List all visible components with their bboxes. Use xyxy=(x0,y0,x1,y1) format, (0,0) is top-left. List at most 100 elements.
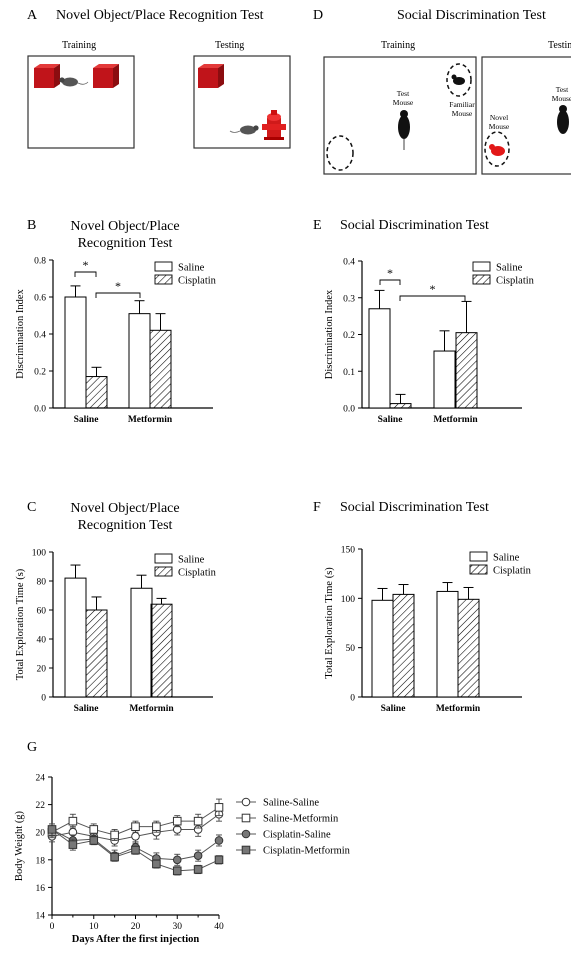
legend-label-c: Cisplatin xyxy=(178,568,217,579)
y-tick-label-c: 20 xyxy=(37,665,47,675)
y-tick-label-g: 24 xyxy=(36,774,46,784)
panel-d-letter: D xyxy=(313,8,324,23)
bar-c-saline-saline xyxy=(64,577,87,698)
point-cisplatin-metformin xyxy=(193,865,203,874)
point-cisplatin-metformin xyxy=(47,825,57,834)
legend-swatch-b xyxy=(154,274,173,285)
y-tick-label-e: 0.1 xyxy=(343,368,355,378)
y-axis-label-e: Discrimination Index xyxy=(324,289,335,379)
x-tick-label-e: Saline xyxy=(378,415,403,425)
legend-label-e: Saline xyxy=(496,263,523,274)
legend-label-f: Saline xyxy=(493,553,520,564)
y-tick-label-g: 22 xyxy=(36,801,46,811)
x-tick-label-f: Metformin xyxy=(436,704,481,714)
x-tick-label-g: 0 xyxy=(50,922,55,932)
point-cisplatin-saline xyxy=(214,836,224,845)
y-tick-label-c: 100 xyxy=(32,549,47,559)
legend-marker-cisplatin-saline xyxy=(241,829,251,839)
y-tick-label-f: 0 xyxy=(350,694,355,704)
significance-star-b: * xyxy=(115,279,121,293)
legend-marker-saline-saline xyxy=(241,797,251,807)
y-tick-label-g: 20 xyxy=(36,829,46,839)
bar-c-saline-cisplatin xyxy=(85,609,108,698)
x-axis-label-g: Days After the first injection xyxy=(72,934,200,945)
novel-cage-circle xyxy=(484,131,510,167)
significance-star-e: * xyxy=(430,282,436,296)
legend-marker-cisplatin-metformin xyxy=(241,845,251,855)
y-tick-label-c: 40 xyxy=(37,636,47,646)
bar-b-metformin-cisplatin xyxy=(149,329,172,409)
x-tick-label-c: Saline xyxy=(74,704,99,714)
novel-mouse-icon xyxy=(489,144,505,156)
familiar-mouse-icon xyxy=(451,74,465,85)
fire-hydrant-icon xyxy=(262,110,286,140)
red-cube-test xyxy=(198,64,224,88)
legend-swatch-b xyxy=(154,261,173,272)
y-tick-label-b: 0.8 xyxy=(34,257,46,267)
panel-b-title: Novel Object/Place Recognition Test xyxy=(70,219,180,251)
bar-f-saline-saline xyxy=(371,599,394,698)
legend-swatch-f xyxy=(469,551,488,562)
bar-e-saline-saline xyxy=(368,308,391,409)
bar-f-saline-cisplatin xyxy=(392,593,415,698)
chart-b: 0.0 0.2 0.4 0.6 0.8 Discrimination Index Salin… xyxy=(15,257,217,426)
legend-label-f: Cisplatin xyxy=(493,566,532,577)
point-saline-metformin xyxy=(214,803,224,812)
bar-f-metformin-saline xyxy=(436,590,459,698)
red-cube-left xyxy=(34,64,60,88)
y-tick-label-b: 0.0 xyxy=(34,405,46,415)
significance-bracket-b xyxy=(74,271,97,277)
y-tick-label-g: 16 xyxy=(36,884,46,894)
test-mouse-icon xyxy=(398,110,410,150)
significance-bracket-e xyxy=(399,295,466,301)
panel-e-letter: E xyxy=(313,218,322,233)
bar-b-saline-cisplatin xyxy=(85,376,108,409)
panel-g-letter: G xyxy=(27,740,38,755)
point-saline-saline xyxy=(131,832,140,841)
y-tick-label-c: 80 xyxy=(37,578,47,588)
test-mouse-2-icon xyxy=(557,105,569,134)
point-cisplatin-metformin xyxy=(172,866,182,876)
point-saline-metformin xyxy=(89,825,99,834)
point-saline-metformin xyxy=(152,822,161,831)
legend-label-cisplatin-metformin: Cisplatin-Metformin xyxy=(263,846,351,857)
x-tick-label-g: 20 xyxy=(131,922,141,932)
y-tick-label-g: 18 xyxy=(36,856,46,866)
y-axis-label-c: Total Exploration Time (s) xyxy=(15,568,26,680)
point-cisplatin-metformin xyxy=(152,859,161,869)
legend-swatch-c xyxy=(154,566,173,577)
legend-label-b: Cisplatin xyxy=(178,276,217,287)
panel-c-title: Novel Object/Place Recognition Test xyxy=(70,501,180,533)
y-tick-label-b: 0.6 xyxy=(34,294,46,304)
y-axis-label-b: Discrimination Index xyxy=(15,288,26,378)
point-saline-metformin xyxy=(131,822,140,831)
x-tick-label-b: Saline xyxy=(74,415,99,425)
panel-e-title: Social Discrimination Test xyxy=(340,218,489,233)
legend-marker-saline-metformin xyxy=(241,813,251,823)
sd-training-arena xyxy=(323,56,477,175)
panel-b-letter: B xyxy=(27,218,37,233)
bar-e-saline-cisplatin xyxy=(389,403,412,409)
panel-a-training-label: Training xyxy=(62,40,97,51)
legend-label-saline-saline: Saline-Saline xyxy=(263,798,319,809)
legend-label-c: Saline xyxy=(178,555,205,566)
y-axis-label-f: Total Exploration Time (s) xyxy=(324,567,335,679)
legend-swatch-f xyxy=(469,564,488,575)
legend-swatch-e xyxy=(472,261,491,272)
x-tick-label-g: 40 xyxy=(214,922,224,932)
point-saline-metformin xyxy=(68,816,78,826)
bar-f-metformin-cisplatin xyxy=(457,598,480,698)
point-cisplatin-saline xyxy=(193,851,203,860)
bar-c-metformin-cisplatin xyxy=(150,603,173,698)
x-tick-label-c: Metformin xyxy=(129,704,174,714)
panel-a-letter: A xyxy=(27,8,38,23)
bar-c-metformin-saline xyxy=(130,587,153,698)
panel-f-title: Social Discrimination Test xyxy=(340,500,489,515)
panel-d-illustration xyxy=(323,56,571,175)
familiar-cage-circle xyxy=(446,63,472,97)
panel-d-testing-label: Testin xyxy=(548,40,571,51)
panel-a-illustration xyxy=(27,55,291,149)
x-tick-label-e: Metformin xyxy=(433,415,478,425)
point-saline-metformin xyxy=(193,816,203,826)
y-tick-label-f: 150 xyxy=(341,546,356,556)
